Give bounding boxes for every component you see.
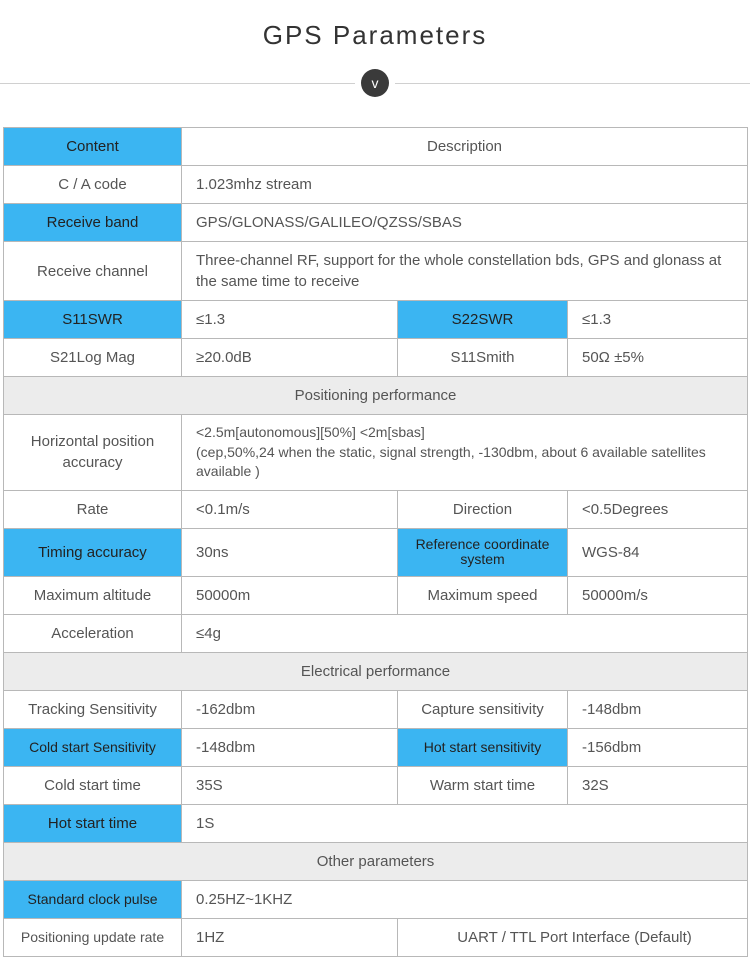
- table-row: S21Log Mag ≥20.0dB S11Smith 50Ω ±5%: [4, 339, 748, 377]
- table-row: Content Description: [4, 128, 748, 166]
- s22swr-value: ≤1.3: [568, 301, 748, 339]
- ca-code-value: 1.023mhz stream: [182, 166, 748, 204]
- track-sens-value: -162dbm: [182, 690, 398, 728]
- rate-label: Rate: [4, 490, 182, 528]
- table-row: Hot start time 1S: [4, 804, 748, 842]
- table-row: Horizontal position accuracy <2.5m[auton…: [4, 415, 748, 491]
- maxalt-label: Maximum altitude: [4, 576, 182, 614]
- maxspeed-value: 50000m/s: [568, 576, 748, 614]
- s11swr-value: ≤1.3: [182, 301, 398, 339]
- hot-time-label: Hot start time: [4, 804, 182, 842]
- clock-value: 0.25HZ~1KHZ: [182, 880, 748, 918]
- accel-label: Acceleration: [4, 614, 182, 652]
- table-row: Receive channel Three-channel RF, suppor…: [4, 242, 748, 301]
- table-row: Rate <0.1m/s Direction <0.5Degrees: [4, 490, 748, 528]
- capture-sens-label: Capture sensitivity: [398, 690, 568, 728]
- header-content: Content: [4, 128, 182, 166]
- cold-sens-label: Cold start Sensitivity: [4, 728, 182, 766]
- maxspeed-label: Maximum speed: [398, 576, 568, 614]
- warm-time-value: 32S: [568, 766, 748, 804]
- track-sens-label: Tracking Sensitivity: [4, 690, 182, 728]
- rate-value: <0.1m/s: [182, 490, 398, 528]
- s21log-label: S21Log Mag: [4, 339, 182, 377]
- hot-sens-label: Hot start sensitivity: [398, 728, 568, 766]
- section-other: Other parameters: [4, 842, 748, 880]
- table-row: Cold start Sensitivity -148dbm Hot start…: [4, 728, 748, 766]
- table-row: Cold start time 35S Warm start time 32S: [4, 766, 748, 804]
- receive-channel-label: Receive channel: [4, 242, 182, 301]
- divider-line-left: [0, 83, 355, 84]
- table-row: C / A code 1.023mhz stream: [4, 166, 748, 204]
- s11smith-label: S11Smith: [398, 339, 568, 377]
- table-row: Timing accuracy 30ns Reference coordinat…: [4, 528, 748, 576]
- direction-label: Direction: [398, 490, 568, 528]
- cold-sens-value: -148dbm: [182, 728, 398, 766]
- cold-time-value: 35S: [182, 766, 398, 804]
- table-row: Positioning performance: [4, 377, 748, 415]
- table-row: Maximum altitude 50000m Maximum speed 50…: [4, 576, 748, 614]
- spec-table: Content Description C / A code 1.023mhz …: [3, 127, 748, 957]
- hot-time-value: 1S: [182, 804, 748, 842]
- hpa-value: <2.5m[autonomous][50%] <2m[sbas] (cep,50…: [182, 415, 748, 491]
- section-positioning: Positioning performance: [4, 377, 748, 415]
- page-title: GPS Parameters: [0, 20, 750, 51]
- hpa-label: Horizontal position accuracy: [4, 415, 182, 491]
- table-row: S11SWR ≤1.3 S22SWR ≤1.3: [4, 301, 748, 339]
- s11swr-label: S11SWR: [4, 301, 182, 339]
- s21log-value: ≥20.0dB: [182, 339, 398, 377]
- warm-time-label: Warm start time: [398, 766, 568, 804]
- refsys-label: Reference coordinate system: [398, 528, 568, 576]
- header-description: Description: [182, 128, 748, 166]
- table-row: Acceleration ≤4g: [4, 614, 748, 652]
- update-rate-value: 1HZ: [182, 918, 398, 956]
- direction-value: <0.5Degrees: [568, 490, 748, 528]
- receive-channel-value: Three-channel RF, support for the whole …: [182, 242, 748, 301]
- accel-value: ≤4g: [182, 614, 748, 652]
- timing-value: 30ns: [182, 528, 398, 576]
- refsys-value: WGS-84: [568, 528, 748, 576]
- table-row: Electrical performance: [4, 652, 748, 690]
- s11smith-value: 50Ω ±5%: [568, 339, 748, 377]
- table-row: Tracking Sensitivity -162dbm Capture sen…: [4, 690, 748, 728]
- maxalt-value: 50000m: [182, 576, 398, 614]
- table-row: Positioning update rate 1HZ UART / TTL P…: [4, 918, 748, 956]
- divider-badge: v: [0, 69, 750, 97]
- update-rate-label: Positioning update rate: [4, 918, 182, 956]
- table-row: Receive band GPS/GLONASS/GALILEO/QZSS/SB…: [4, 204, 748, 242]
- receive-band-value: GPS/GLONASS/GALILEO/QZSS/SBAS: [182, 204, 748, 242]
- header-block: GPS Parameters: [0, 0, 750, 59]
- timing-label: Timing accuracy: [4, 528, 182, 576]
- divider-line-right: [395, 83, 750, 84]
- table-row: Standard clock pulse 0.25HZ~1KHZ: [4, 880, 748, 918]
- section-electrical: Electrical performance: [4, 652, 748, 690]
- table-row: Other parameters: [4, 842, 748, 880]
- cold-time-label: Cold start time: [4, 766, 182, 804]
- ca-code-label: C / A code: [4, 166, 182, 204]
- hot-sens-value: -156dbm: [568, 728, 748, 766]
- clock-label: Standard clock pulse: [4, 880, 182, 918]
- port-interface-note: UART / TTL Port Interface (Default): [398, 918, 748, 956]
- s22swr-label: S22SWR: [398, 301, 568, 339]
- receive-band-label: Receive band: [4, 204, 182, 242]
- v-badge-icon: v: [361, 69, 389, 97]
- capture-sens-value: -148dbm: [568, 690, 748, 728]
